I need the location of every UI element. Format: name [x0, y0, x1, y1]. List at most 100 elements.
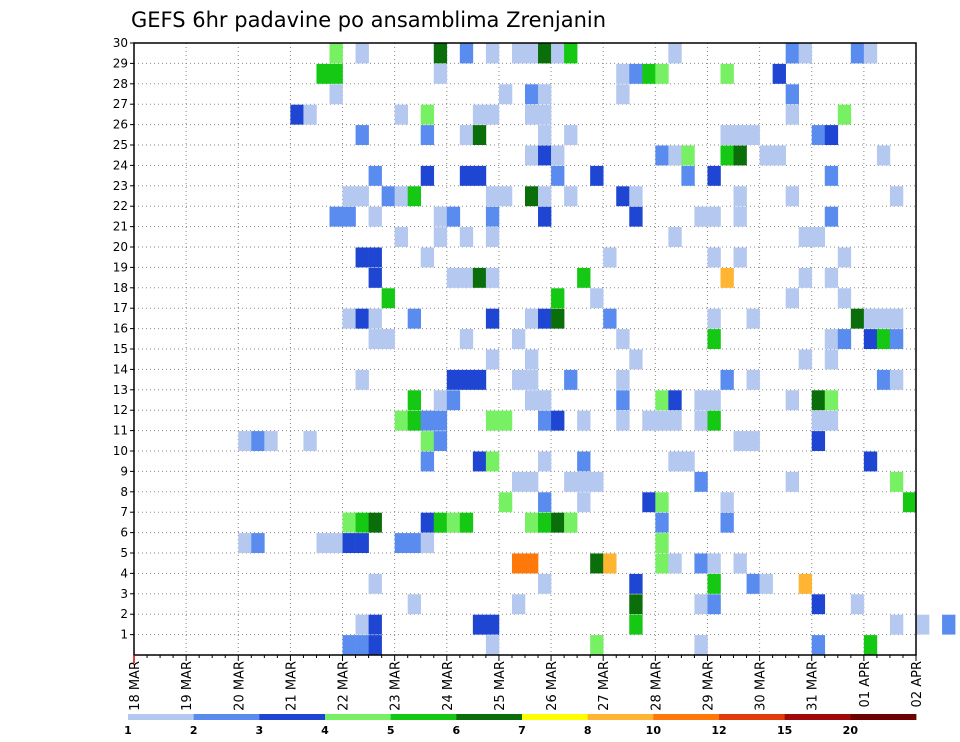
x-tick-label: 30 MAR — [754, 661, 769, 711]
heatmap-cell — [420, 451, 435, 472]
heatmap-cell — [511, 553, 526, 574]
heatmap-cell — [251, 533, 265, 553]
heatmap-cell — [707, 165, 721, 186]
y-tick-label: 16 — [113, 322, 128, 336]
heatmap-cell — [746, 369, 760, 390]
heatmap-cell — [668, 227, 682, 247]
colorbar-segment — [193, 714, 260, 720]
y-tick-label: 2 — [120, 607, 128, 621]
heatmap-cell — [772, 63, 786, 84]
heatmap-cell — [811, 410, 826, 431]
heatmap-cell — [694, 471, 708, 492]
heatmap-cell — [485, 451, 500, 472]
heatmap-cell — [629, 594, 643, 615]
heatmap-cell — [238, 431, 252, 451]
y-tick-label: 5 — [120, 546, 128, 560]
heatmap-cell — [433, 410, 448, 431]
heatmap-cell — [707, 594, 721, 615]
heatmap-cell — [733, 553, 747, 574]
heatmap-cell — [264, 431, 278, 451]
heatmap-cell — [889, 471, 904, 492]
heatmap-cell — [824, 206, 839, 227]
heatmap-cell — [342, 308, 356, 329]
heatmap-cell — [824, 125, 839, 145]
colorbar-label: 12 — [711, 724, 726, 737]
heatmap-cell — [316, 63, 330, 84]
heatmap-cell — [472, 369, 487, 390]
heatmap-cell — [525, 43, 539, 64]
heatmap-cell — [485, 43, 500, 64]
y-tick-label: 29 — [113, 56, 128, 70]
heatmap-cell — [433, 227, 448, 247]
heatmap-cell — [746, 308, 760, 329]
heatmap-cell — [668, 410, 682, 431]
heatmap-cell — [590, 635, 604, 655]
heatmap-cell — [577, 492, 591, 513]
heatmap-cell — [394, 104, 408, 125]
heatmap-cell — [642, 492, 656, 513]
heatmap-cell — [433, 63, 448, 84]
y-tick-label: 9 — [120, 464, 128, 478]
heatmap-cell — [942, 614, 956, 635]
heatmap-cell — [394, 533, 408, 553]
heatmap-cell — [446, 512, 461, 533]
heatmap-cell — [355, 43, 369, 64]
heatmap-cell — [707, 410, 721, 431]
y-tick-label: 3 — [120, 587, 128, 601]
x-tick-label: 01 APR — [858, 661, 873, 707]
heatmap-cell — [785, 288, 799, 309]
heatmap-cell — [889, 614, 904, 635]
heatmap-cell — [368, 614, 382, 635]
heatmap-cell — [342, 635, 356, 655]
heatmap-cell — [511, 471, 526, 492]
heatmap-cell — [525, 104, 539, 125]
heatmap-cell — [642, 63, 656, 84]
heatmap-cell — [511, 369, 526, 390]
y-tick-label: 21 — [113, 220, 128, 234]
heatmap-cell — [720, 63, 734, 84]
heatmap-cell — [538, 125, 552, 145]
heatmap-cell — [564, 512, 578, 533]
heatmap-cell — [694, 390, 708, 411]
heatmap-cell — [811, 125, 826, 145]
heatmap-cell — [485, 349, 500, 370]
x-tick-label: 21 MAR — [284, 661, 299, 711]
heatmap-cell — [746, 431, 760, 451]
heatmap-cell — [329, 84, 343, 105]
heatmap-cell — [485, 635, 500, 655]
heatmap-cell — [616, 410, 630, 431]
colorbar-label: 20 — [843, 724, 859, 737]
heatmap-cell — [472, 125, 487, 145]
heatmap-cell — [629, 186, 643, 207]
heatmap-cell — [525, 553, 539, 574]
y-tick-label: 24 — [113, 158, 128, 172]
heatmap-cell — [811, 431, 826, 451]
heatmap-cell — [472, 165, 487, 186]
heatmap-cell — [251, 431, 265, 451]
heatmap-cell — [759, 573, 773, 594]
heatmap-cell — [564, 43, 578, 64]
heatmap-cell — [485, 308, 500, 329]
heatmap-cell — [681, 145, 695, 166]
heatmap-cell — [407, 186, 422, 207]
heatmap-cell — [863, 635, 878, 655]
y-tick-label: 30 — [113, 36, 128, 50]
heatmap-cell — [707, 247, 721, 268]
heatmap-cell — [694, 206, 708, 227]
heatmap-cell — [837, 104, 852, 125]
heatmap-cell — [538, 43, 552, 64]
heatmap-cell — [564, 186, 578, 207]
heatmap-cell — [837, 329, 852, 349]
heatmap-cell — [629, 614, 643, 635]
heatmap-cell — [733, 247, 747, 268]
heatmap-cell — [538, 104, 552, 125]
heatmap-cell — [459, 43, 474, 64]
heatmap-cell — [303, 104, 317, 125]
colorbar-segment — [456, 714, 523, 720]
heatmap-cell — [368, 329, 382, 349]
colorbar-segment — [653, 714, 720, 720]
heatmap-cell — [668, 451, 682, 472]
heatmap-cell — [577, 410, 591, 431]
heatmap-cell — [707, 308, 721, 329]
heatmap-cell — [811, 635, 826, 655]
